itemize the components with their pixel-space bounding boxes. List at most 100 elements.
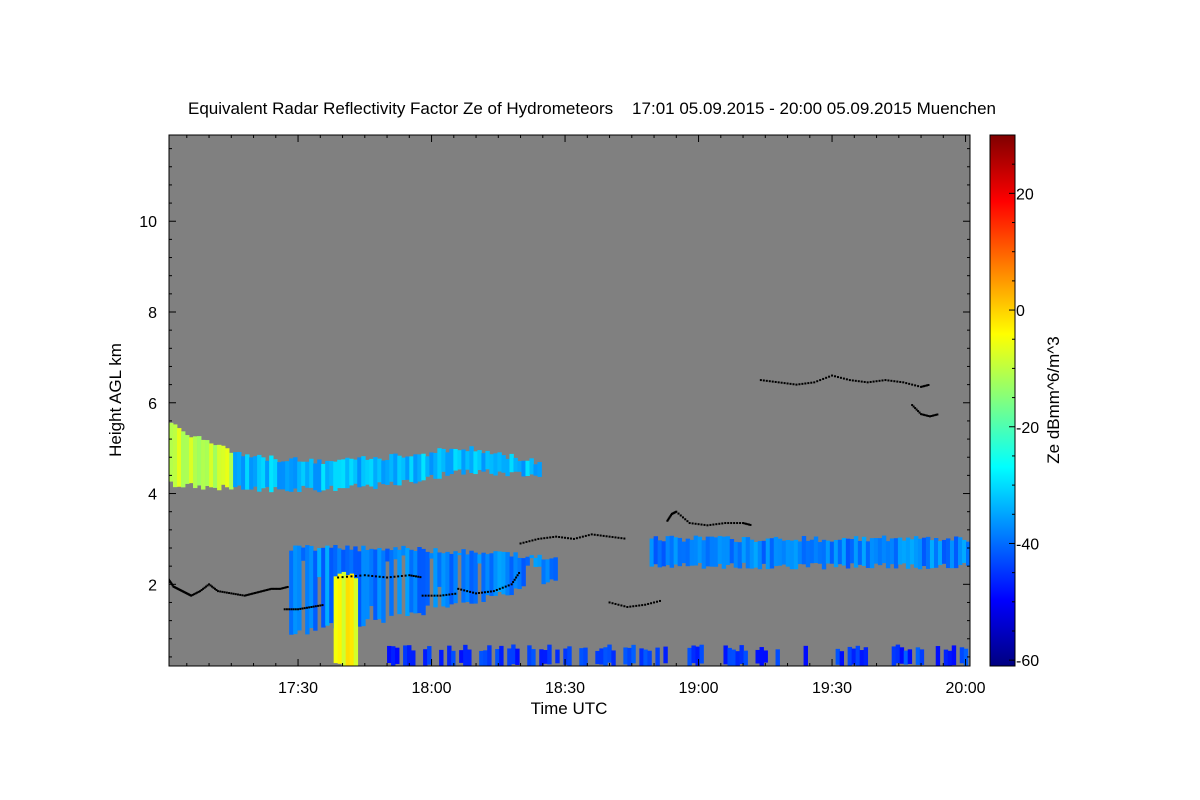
- echo-cell: [697, 536, 703, 563]
- cloud-base-point: [845, 378, 848, 381]
- echo-cell: [369, 458, 374, 487]
- cloud-base-point: [483, 591, 486, 594]
- echo-cell: [205, 440, 210, 487]
- echo-cell: [485, 554, 490, 596]
- cloud-base-point: [703, 523, 706, 526]
- cloud-base-point: [230, 592, 233, 595]
- y-tick-label: 6: [148, 396, 157, 413]
- echo-cell: [737, 542, 743, 569]
- cloud-base-point: [261, 590, 264, 593]
- cloud-base-point: [424, 594, 427, 597]
- cloud-base-point: [831, 374, 834, 377]
- cloud-base-point: [400, 574, 403, 577]
- echo-cell: [855, 645, 861, 666]
- echo-cell: [241, 456, 246, 490]
- cloud-base-point: [308, 606, 311, 609]
- echo-cell: [857, 540, 863, 565]
- cloud-base-point: [605, 535, 608, 538]
- cloud-base-point: [460, 588, 463, 591]
- cloud-base-point: [410, 574, 413, 577]
- echo-cell: [793, 539, 799, 570]
- echo-cell: [803, 645, 808, 666]
- echo-cell: [397, 455, 402, 486]
- colorbar-tick-label: -60: [1016, 653, 1039, 670]
- cloud-base-point: [718, 522, 721, 525]
- cloud-base-point: [305, 606, 308, 609]
- cloud-base-point: [171, 584, 174, 587]
- cloud-base-point: [924, 414, 927, 417]
- cloud-base-point: [205, 585, 208, 588]
- cloud-base-point: [451, 593, 454, 596]
- cloud-base-point: [319, 604, 322, 607]
- cloud-base-point: [512, 581, 515, 584]
- echo-cell: [169, 422, 174, 482]
- echo-cell: [599, 648, 604, 665]
- echo-cell: [685, 538, 691, 567]
- echo-cell: [385, 459, 390, 485]
- cloud-base-point: [439, 594, 442, 597]
- cloud-base-point: [587, 534, 590, 537]
- echo-cell: [469, 550, 474, 604]
- echo-cell: [661, 541, 667, 567]
- echo-cell: [801, 535, 807, 565]
- echo-cell: [949, 540, 955, 569]
- cloud-base-point: [934, 413, 937, 416]
- echo-cell: [421, 453, 426, 481]
- cloud-base-point: [371, 574, 374, 577]
- cloud-base-point: [516, 574, 519, 577]
- echo-cell: [373, 457, 378, 489]
- echo-cell: [393, 547, 398, 560]
- cloud-base-point: [599, 534, 602, 537]
- cloud-base-point: [923, 413, 926, 416]
- cloud-base-markers: [169, 374, 939, 611]
- cloud-base-point: [199, 590, 202, 593]
- cloud-base-point: [931, 414, 934, 417]
- echo-cell: [425, 551, 430, 606]
- echo-cell: [407, 645, 412, 666]
- echo-cell: [221, 445, 226, 485]
- echo-cell: [225, 448, 230, 488]
- echo-cell: [173, 424, 178, 488]
- echo-cell: [449, 448, 454, 475]
- echo-cell: [487, 645, 492, 666]
- cloud-base-point: [881, 379, 884, 382]
- echo-cell: [353, 459, 358, 484]
- echo-cell: [919, 649, 925, 665]
- cloud-base-point: [617, 536, 620, 539]
- cloud-base-point: [774, 380, 777, 383]
- echo-cell: [425, 456, 430, 477]
- cloud-base-point: [286, 585, 289, 588]
- echo-cell: [453, 448, 458, 471]
- cloud-base-point: [596, 534, 599, 537]
- cloud-base-point: [310, 606, 313, 608]
- cloud-base-point: [279, 587, 282, 590]
- x-tick-label: 19:00: [679, 680, 719, 697]
- echo-cell: [445, 551, 450, 608]
- cloud-base-point: [768, 380, 771, 383]
- echo-cell: [889, 538, 895, 565]
- echo-cell: [499, 645, 504, 666]
- echo-cell: [607, 644, 612, 663]
- echo-cell: [301, 547, 306, 561]
- cloud-base-point: [430, 594, 433, 597]
- echo-cell: [395, 647, 400, 664]
- echo-cell: [663, 646, 668, 664]
- cloud-base-point: [549, 536, 552, 539]
- echo-cell: [305, 545, 310, 635]
- cloud-base-point: [248, 593, 251, 596]
- echo-cell: [337, 459, 342, 489]
- echo-cell: [701, 540, 707, 569]
- cloud-base-point: [736, 522, 739, 525]
- echo-cell: [497, 452, 502, 472]
- cloud-base-point: [519, 542, 522, 545]
- echo-cell: [413, 454, 418, 484]
- cloud-base-point: [219, 590, 222, 593]
- cloud-base-point: [232, 592, 235, 595]
- echo-cell: [709, 536, 715, 567]
- x-tick-label: 19:30: [812, 680, 852, 697]
- echo-cell: [759, 647, 764, 666]
- cloud-base-point: [792, 383, 795, 386]
- cloud-base-point: [709, 523, 712, 526]
- cloud-base-point: [749, 523, 752, 526]
- cloud-base-point: [896, 380, 899, 383]
